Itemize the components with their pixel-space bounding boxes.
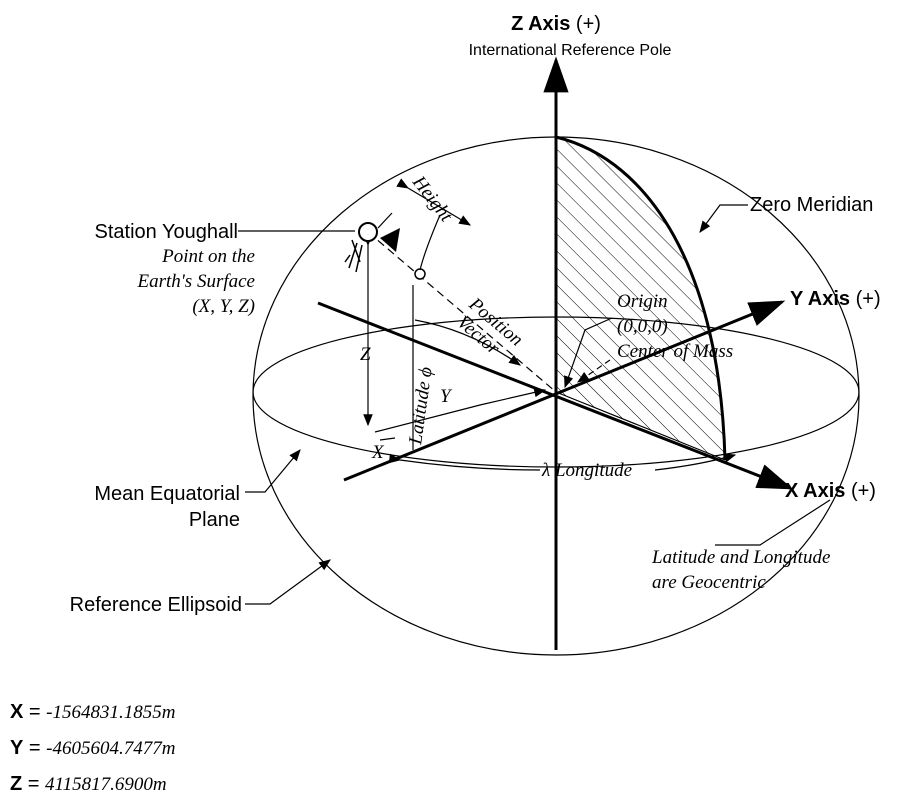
latitude-label: Latitude ϕ [405,365,437,446]
antenna-icon [344,239,363,273]
station-name: Station Youghall [95,221,238,243]
x-label: X [371,442,385,463]
station-arrow [380,228,400,252]
value: -4605604.7477m [46,738,175,759]
sign: = [29,701,41,723]
longitude-label: λ Longitude [541,460,632,481]
coord-y: Y = -4605604.7477m [10,737,175,759]
center-leader [577,359,611,383]
position-vector [367,231,557,393]
x-component [379,437,396,441]
x-axis-sign: (+) [851,480,876,502]
height-lead [419,214,441,271]
height-tick-1 [377,212,393,229]
zero-meridian [555,135,727,461]
longitude-arc-end [654,453,737,471]
y-axis-name: Y Axis [790,288,850,310]
ellipsoid-label: Reference Ellipsoid [70,594,242,616]
z-axis-sign: (+) [576,13,601,35]
station-desc: Point on the [161,246,255,267]
origin-label: Origin [617,291,668,312]
value: -1564831.1855m [46,702,175,723]
axis: X [10,701,24,723]
meridian-section [556,137,725,460]
origin-leader [564,317,613,389]
y-axis-sign: (+) [856,288,881,310]
ellipsoid-leader [245,559,331,605]
meridian-leader [699,204,748,233]
z-axis-subtitle: International Reference Pole [469,42,672,59]
plane-label: Mean Equatorial [94,483,240,505]
y-axis [343,300,786,482]
zero-meridian-label: Zero Meridian [750,194,873,216]
station-desc: (X, Y, Z) [192,296,255,317]
x-axis-name: X Axis [785,480,845,502]
center-of-mass: Center of Mass [617,341,733,362]
meridian-base [555,391,726,461]
sign: = [29,737,41,759]
z-axis-label: Z Axis (+) [511,13,601,35]
plane-leader [245,449,301,493]
axis: Z [10,773,22,795]
note: Latitude and Longitude [651,547,830,568]
coord-x: X = -1564831.1855m [10,701,175,723]
y-component [374,387,547,433]
z-axis-name: Z Axis [511,13,570,35]
surface-point [414,268,426,280]
sign: = [28,773,40,795]
value: 4115817.6900m [45,774,167,795]
y-axis-label: Y Axis (+) [790,288,881,310]
x-axis-label: X Axis (+) [785,480,876,502]
note: are Geocentric [652,572,766,593]
note-leader [715,499,831,546]
latitude-arc [414,319,521,366]
plane-label: Plane [189,509,240,531]
station-point [358,222,378,242]
height-dimension [396,178,472,226]
origin-coords: (0,0,0) [617,316,668,337]
height-label: Height [407,171,456,226]
z-label: Z [360,344,371,365]
axis: Y [10,737,24,759]
station-desc: Earth's Surface [136,271,255,292]
longitude-arc [388,453,541,471]
coord-z: Z = 4115817.6900m [10,773,167,795]
y-label: Y [440,386,453,407]
